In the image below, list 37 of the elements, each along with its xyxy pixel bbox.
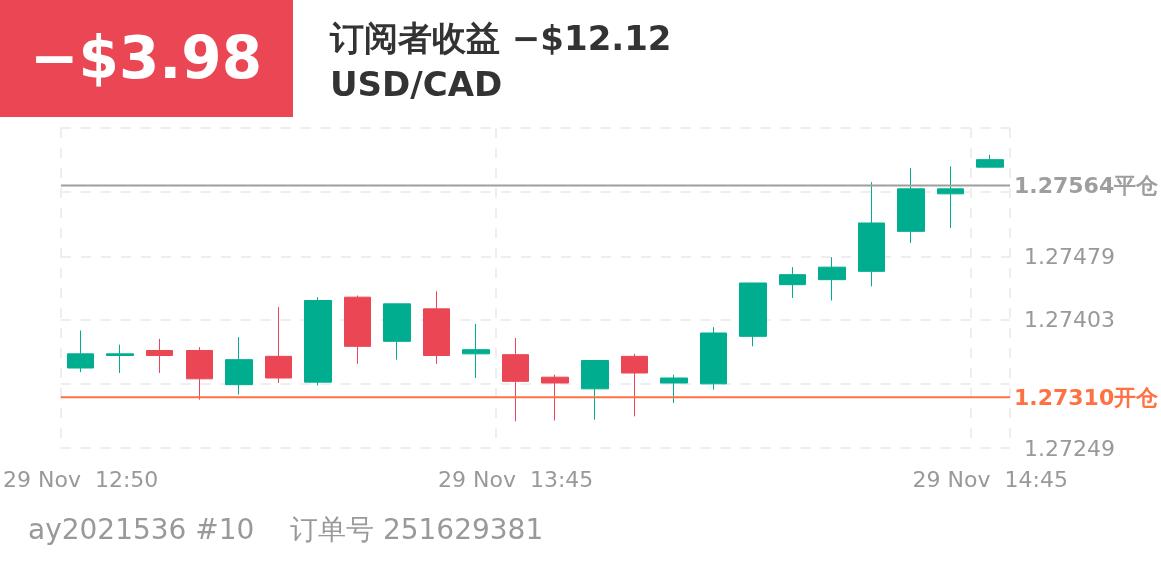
- x-tick-label: 29 Nov 13:45: [438, 466, 594, 492]
- candlestick: [976, 154, 1004, 168]
- candlestick: [502, 337, 529, 422]
- candlestick: [344, 295, 371, 365]
- text: 订单号 251629381: [290, 512, 544, 546]
- candlestick: [818, 256, 846, 301]
- x-tick-label: 29 Nov 12:50: [2, 466, 159, 492]
- y-tick-label: 1.27479: [1024, 243, 1115, 269]
- candlestick: [186, 346, 213, 401]
- candlestick: [67, 330, 94, 373]
- candlestick: [423, 290, 450, 365]
- ref-line-label: 1.27310开仓: [1014, 384, 1160, 410]
- chart-title: 订阅者收益 −$12.12: [329, 18, 672, 58]
- candlestick: [700, 326, 727, 391]
- candlestick: [660, 374, 688, 404]
- y-tick-label: 1.27403: [1024, 307, 1115, 333]
- candlestick: [146, 338, 173, 374]
- x-tick-label: 29 Nov 14:45: [912, 466, 1068, 492]
- candlestick: [937, 165, 964, 229]
- text: −$3.98: [29, 24, 263, 92]
- candlestick: [383, 303, 411, 361]
- candlestick: [462, 323, 490, 379]
- text: ay2021536 #10: [28, 512, 255, 546]
- candlestick: [779, 266, 806, 299]
- candlestick: [739, 282, 767, 347]
- candlestick: [541, 374, 569, 421]
- candlestick: [106, 344, 134, 374]
- candlestick: [225, 336, 253, 396]
- candlestick: [581, 360, 609, 421]
- candlestick: [265, 306, 292, 384]
- candlestick: [897, 167, 925, 244]
- y-tick-label: 1.27249: [1024, 435, 1115, 461]
- candlestick: [621, 353, 648, 417]
- chart-subtitle: USD/CAD: [330, 64, 503, 104]
- ref-line-label: 1.27564平仓: [1014, 173, 1160, 198]
- candlestick: [304, 296, 332, 386]
- candlestick: [858, 181, 885, 287]
